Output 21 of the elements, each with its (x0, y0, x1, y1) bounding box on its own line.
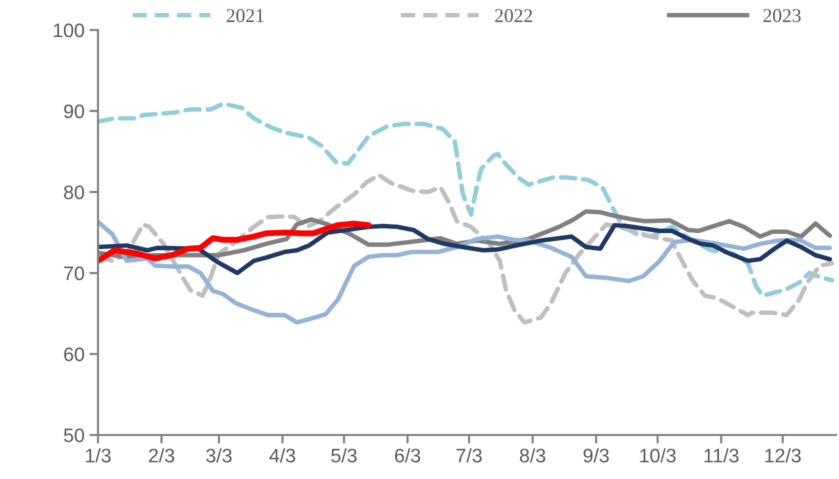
y-tick-label: 80 (64, 185, 84, 200)
legend-label: 2022 (495, 9, 532, 22)
x-tick-label: 1/3 (86, 448, 111, 462)
y-tick-label: 70 (64, 266, 84, 280)
x-tick-label: 10/3 (640, 448, 676, 462)
x-tick-label: 2/3 (149, 448, 174, 462)
x-tick-label: 4/3 (269, 448, 296, 462)
legend-label: 2023 (763, 9, 801, 22)
y-tick-label: 50 (64, 428, 84, 442)
legend-label: 2021 (226, 9, 264, 22)
y-tick-label: 90 (64, 104, 84, 118)
x-tick-label: 8/3 (520, 448, 546, 462)
y-tick-label: 100 (54, 23, 84, 38)
x-tick-label: 6/3 (395, 448, 420, 462)
x-tick-label: 5/3 (331, 448, 357, 462)
y-tick-label: 60 (64, 347, 84, 362)
x-tick-label: 9/3 (584, 448, 609, 462)
x-tick-label: 11/3 (704, 448, 739, 462)
x-tick-label: 7/3 (456, 448, 482, 462)
x-tick-label: 12/3 (765, 448, 801, 462)
x-tick-label: 3/3 (206, 448, 232, 462)
